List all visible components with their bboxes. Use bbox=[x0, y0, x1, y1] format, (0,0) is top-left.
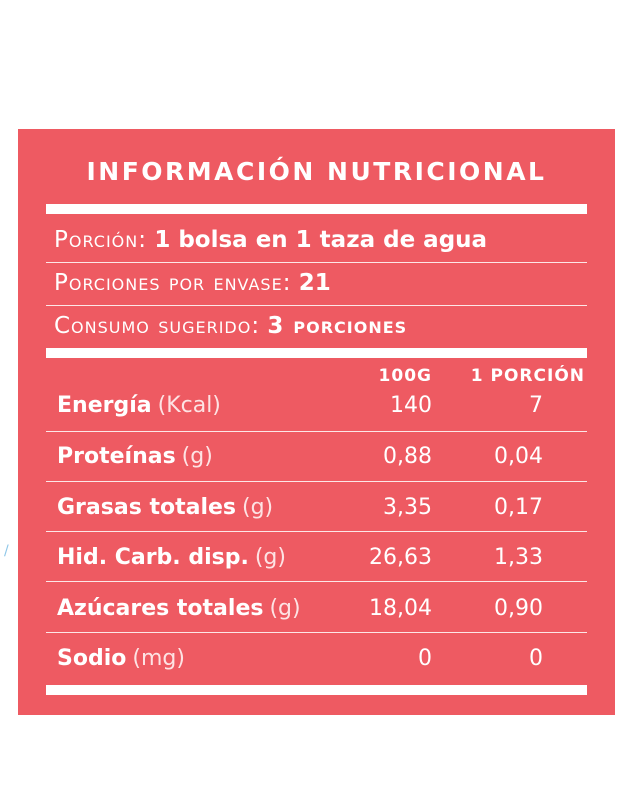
serving-size-value: 1 bolsa en 1 taza de agua bbox=[154, 227, 488, 253]
value-per-serving: 1,33 bbox=[494, 545, 543, 570]
row-divider bbox=[46, 581, 587, 582]
bottom-divider bbox=[46, 685, 587, 695]
label-title: Información Nutricional bbox=[86, 157, 547, 186]
nutrient-name: Energía (Kcal) bbox=[57, 393, 221, 418]
nutrient-name: Sodio (mg) bbox=[57, 646, 185, 671]
nutrient-name: Grasas totales (g) bbox=[57, 495, 274, 520]
nutrient-name: Proteínas (g) bbox=[57, 444, 213, 469]
nutrient-row-protein: Proteínas (g) 0,88 0,04 bbox=[18, 444, 615, 494]
value-per-100g: 3,35 bbox=[383, 495, 432, 520]
nutrient-name: Hid. Carb. disp. (g) bbox=[57, 545, 286, 570]
value-per-serving: 0,04 bbox=[494, 444, 543, 469]
nutrient-row-energy: Energía (Kcal) 140 7 bbox=[18, 393, 615, 443]
serving-divider bbox=[46, 262, 587, 263]
servings-per-container-value: 21 bbox=[298, 270, 331, 296]
header-divider bbox=[46, 348, 587, 358]
value-per-100g: 0 bbox=[418, 646, 432, 671]
value-per-100g: 26,63 bbox=[369, 545, 432, 570]
servings-per-container-line: Porciones por envase: 21 bbox=[54, 270, 331, 296]
value-per-serving: 7 bbox=[529, 393, 543, 418]
serving-size-label: Porción: bbox=[54, 227, 147, 253]
stray-slash-mark: / bbox=[4, 543, 9, 559]
servings-divider bbox=[46, 305, 587, 306]
suggested-intake-line: Consumo sugerido: 3 porciones bbox=[54, 313, 407, 339]
nutrient-row-total-sugars: Azúcares totales (g) 18,04 0,90 bbox=[18, 596, 615, 646]
nutrition-label-panel: Información Nutricional Porción: 1 bolsa… bbox=[18, 129, 615, 715]
row-divider bbox=[46, 481, 587, 482]
row-divider bbox=[46, 632, 587, 633]
serving-size-line: Porción: 1 bolsa en 1 taza de agua bbox=[54, 227, 487, 253]
column-header-per-100g: 100g bbox=[378, 366, 432, 386]
suggested-intake-label: Consumo sugerido: bbox=[54, 313, 261, 339]
value-per-100g: 140 bbox=[390, 393, 432, 418]
suggested-intake-value: 3 porciones bbox=[267, 313, 408, 339]
value-per-100g: 18,04 bbox=[369, 596, 432, 621]
value-per-100g: 0,88 bbox=[383, 444, 432, 469]
value-per-serving: 0,17 bbox=[494, 495, 543, 520]
nutrient-row-carbohydrates: Hid. Carb. disp. (g) 26,63 1,33 bbox=[18, 545, 615, 595]
nutrient-row-sodium: Sodio (mg) 0 0 bbox=[18, 646, 615, 696]
value-per-serving: 0 bbox=[529, 646, 543, 671]
column-header-per-serving: 1 porción bbox=[470, 366, 585, 386]
nutrient-row-total-fat: Grasas totales (g) 3,35 0,17 bbox=[18, 495, 615, 545]
row-divider bbox=[46, 531, 587, 532]
servings-per-container-label: Porciones por envase: bbox=[54, 270, 292, 296]
nutrient-name: Azúcares totales (g) bbox=[57, 596, 301, 621]
row-divider bbox=[46, 431, 587, 432]
title-divider bbox=[46, 204, 587, 214]
value-per-serving: 0,90 bbox=[494, 596, 543, 621]
